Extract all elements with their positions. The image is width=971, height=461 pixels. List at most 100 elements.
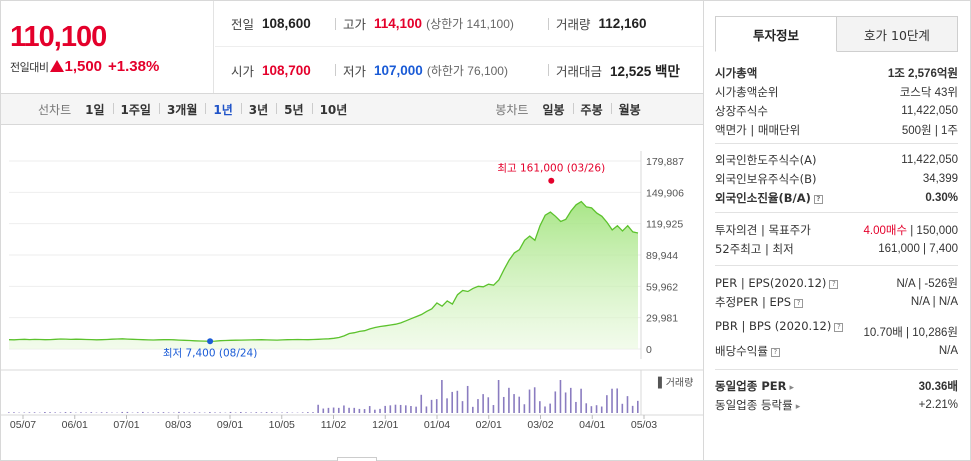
volume-bar bbox=[451, 391, 453, 413]
upper-limit: (상한가 141,100) bbox=[426, 17, 514, 31]
line-period-group: 1일 1주일 3개월 1년 3년 5년 10년 bbox=[77, 101, 355, 118]
help-icon[interactable]: ? bbox=[829, 279, 839, 289]
prev-close-cell: 전일 108,600 bbox=[231, 14, 311, 33]
prev-close-label: 전일 bbox=[231, 17, 255, 32]
y-tick-label: 29,981 bbox=[646, 313, 678, 325]
volume-bar bbox=[616, 388, 618, 413]
high-value: 114,100 bbox=[374, 16, 423, 31]
help-icon[interactable]: ? bbox=[813, 194, 823, 204]
volume-bar bbox=[446, 398, 448, 413]
volume-bar bbox=[8, 412, 10, 413]
period-1d[interactable]: 1일 bbox=[85, 102, 105, 117]
info-value: N/A | -526원 bbox=[896, 277, 958, 290]
period-5y[interactable]: 5년 bbox=[276, 101, 311, 118]
volume-cell: 거래량 112,160 bbox=[556, 14, 647, 33]
volume-bar bbox=[549, 403, 551, 413]
divider bbox=[715, 265, 958, 266]
volume-bar bbox=[162, 412, 165, 413]
volume-bar bbox=[33, 412, 36, 413]
volume-bar bbox=[152, 412, 154, 413]
volume-bar bbox=[59, 412, 62, 413]
volume-bar bbox=[379, 408, 381, 413]
investment-info-panel: 투자정보 호가 10단계 시가총액 1조 2,576억원 시가총액순위 코스닥 43… bbox=[703, 0, 971, 461]
sector-per-link[interactable]: 동일업종 PER bbox=[715, 378, 787, 393]
info-row: PBR | BPS (2020.12)? 10.70배 | 10,286원 bbox=[715, 311, 958, 341]
trade-value-label: 거래대금 bbox=[556, 63, 603, 79]
info-row: 배당수익률? N/A bbox=[715, 341, 958, 360]
divider bbox=[715, 212, 958, 213]
info-row: 추정PER | EPS? N/A | N/A bbox=[715, 292, 958, 311]
info-label: 추정PER | EPS bbox=[715, 294, 792, 309]
volume-bar bbox=[611, 388, 613, 413]
volume-bar bbox=[121, 411, 124, 413]
volume-bar bbox=[317, 404, 319, 413]
investment-opinion: 4.00매수 bbox=[863, 224, 908, 237]
x-tick-label: 01/04 bbox=[424, 419, 450, 431]
volume-bar bbox=[404, 405, 407, 413]
info-label: 외국인소진율(B/A) bbox=[715, 190, 811, 205]
change-value: 1,500 bbox=[64, 58, 103, 75]
current-price-box: 110,100 전일대비 1,500 +1.38% bbox=[1, 1, 214, 93]
change-percent: +1.38% bbox=[108, 58, 160, 75]
info-value: 0.30% bbox=[925, 191, 958, 204]
volume-bar bbox=[590, 406, 593, 413]
volume-bar bbox=[64, 412, 67, 413]
info-label: 배당수익률 bbox=[715, 343, 768, 358]
info-value: N/A | N/A bbox=[910, 295, 958, 308]
help-icon[interactable]: ? bbox=[834, 323, 844, 332]
volume-bar bbox=[260, 412, 263, 413]
info-value: 11,422,050 bbox=[901, 104, 958, 117]
info-value: 500원 | 1주 bbox=[901, 124, 958, 137]
volume-bar bbox=[420, 394, 423, 413]
volume-bar bbox=[559, 380, 562, 413]
volume-bar bbox=[327, 407, 330, 413]
volume-bar bbox=[13, 412, 15, 413]
volume-bar bbox=[322, 408, 325, 413]
trade-value-cell: 거래대금 12,525 백만 bbox=[556, 60, 680, 80]
volume-bar bbox=[497, 380, 500, 413]
volume-bar bbox=[136, 412, 139, 413]
candle-period-group: 일봉 주봉 월봉 bbox=[534, 101, 648, 118]
x-tick-label: 10/05 bbox=[269, 419, 295, 431]
volume-bar bbox=[637, 400, 639, 413]
candle-weekly[interactable]: 주봉 bbox=[572, 101, 611, 118]
period-3m[interactable]: 3개월 bbox=[158, 101, 205, 118]
tab-investment-info[interactable]: 투자정보 bbox=[715, 16, 837, 52]
volume-bar bbox=[49, 412, 51, 413]
volume-bar bbox=[508, 387, 510, 413]
x-tick-label: 06/01 bbox=[62, 419, 88, 431]
volume-label: 거래량 bbox=[556, 17, 591, 32]
volume-bar bbox=[606, 395, 608, 413]
info-label: 52주최고 | 최저 bbox=[715, 241, 794, 256]
stock-main-panel: 110,100 전일대비 1,500 +1.38% 전일 108,600 고가 114,… bbox=[0, 0, 703, 461]
info-row: 상장주식수 11,422,050 bbox=[715, 101, 958, 120]
info-label: 액면가 | 매매단위 bbox=[715, 122, 801, 137]
min-annotation: 최저 7,400 (08/24) bbox=[163, 347, 258, 359]
candle-daily[interactable]: 일봉 bbox=[542, 102, 565, 117]
tab-orderbook-10[interactable]: 호가 10단계 bbox=[837, 16, 958, 52]
volume-bar bbox=[332, 407, 335, 413]
high-label: 고가 bbox=[343, 17, 367, 32]
period-1y[interactable]: 1년 bbox=[205, 101, 240, 118]
candle-monthly[interactable]: 월봉 bbox=[610, 101, 649, 118]
open-value: 108,700 bbox=[262, 62, 311, 78]
volume-bar bbox=[229, 411, 232, 413]
volume-bar bbox=[487, 397, 490, 413]
period-10y[interactable]: 10년 bbox=[311, 101, 356, 118]
volume-bars: ▌거래량 bbox=[1, 369, 703, 416]
volume-bar bbox=[466, 385, 469, 413]
volume-bar bbox=[183, 412, 185, 413]
valuation-section: PER | EPS(2020.12)? N/A | -526원 추정PER | E… bbox=[715, 273, 958, 360]
low-cell: 저가 107,000 (하한가 76,100) bbox=[343, 61, 508, 80]
period-3y[interactable]: 3년 bbox=[240, 101, 276, 118]
chart-toggle-tab[interactable] bbox=[337, 457, 377, 461]
period-1w[interactable]: 1주일 bbox=[112, 101, 159, 118]
help-icon[interactable]: ? bbox=[794, 298, 804, 308]
info-value: 30.36배 bbox=[918, 380, 958, 393]
volume-bar bbox=[270, 412, 273, 413]
volume-bar bbox=[435, 399, 438, 413]
divider bbox=[335, 64, 336, 76]
volume-bar bbox=[554, 391, 557, 413]
help-icon[interactable]: ? bbox=[770, 347, 780, 357]
sector-change-link[interactable]: 동일업종 등락률 bbox=[715, 397, 793, 412]
